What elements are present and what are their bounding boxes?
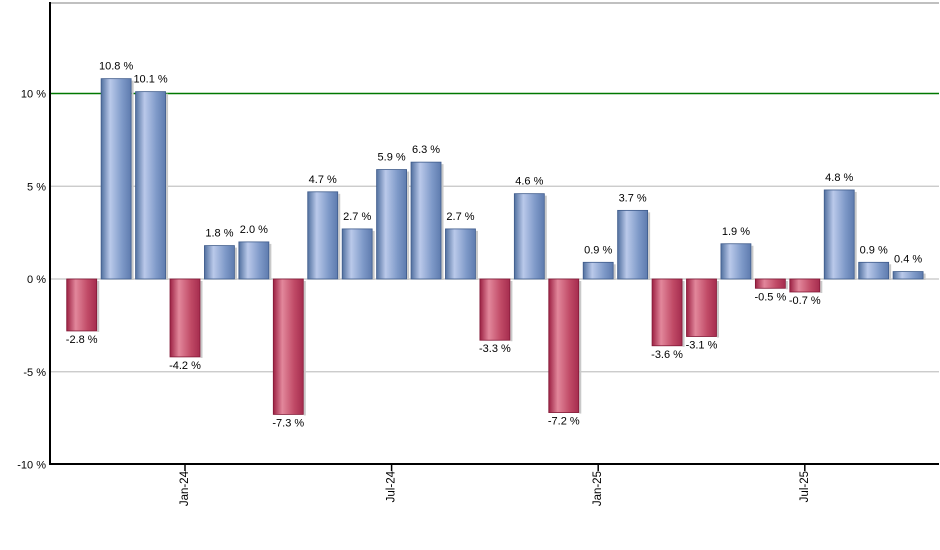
bar-shadow (510, 281, 513, 342)
bar-shadow (854, 191, 857, 280)
bar-value-label: -4.2 % (169, 360, 201, 372)
bar-shadow (200, 281, 203, 358)
return-bar-7[interactable] (272, 278, 304, 415)
return-bar-17[interactable] (617, 209, 649, 280)
bar-shadow (579, 281, 582, 414)
bar-shadow (407, 171, 410, 280)
y-axis-label-10: 10 % (21, 89, 46, 101)
y-axis-label-5: 5 % (27, 181, 46, 193)
bar-shadow (682, 281, 685, 347)
bar-shadow (475, 230, 478, 280)
bar-value-label: 10.1 % (133, 74, 167, 86)
return-bar-8[interactable] (307, 191, 339, 280)
x-axis-label-Jan-24: Jan-24 (179, 470, 191, 506)
bar-shadow (234, 247, 237, 280)
return-bar-11[interactable] (410, 161, 442, 280)
return-bar-2[interactable] (100, 78, 132, 280)
bar-value-label: 1.9 % (722, 226, 750, 238)
bar-value-label: 3.7 % (619, 192, 647, 204)
bar-value-label: 0.4 % (894, 254, 922, 266)
return-bar-22[interactable] (789, 278, 821, 293)
bars-group (66, 78, 926, 416)
return-bar-6[interactable] (238, 241, 270, 280)
bar-value-label: 4.7 % (309, 174, 337, 186)
y-axis-label--5: -5 % (23, 367, 46, 379)
bar-value-label: 2.7 % (343, 211, 371, 223)
return-bar-3[interactable] (135, 91, 166, 280)
bar-value-label: 2.7 % (446, 211, 474, 223)
bar-shadow (303, 281, 306, 416)
bar-value-label: 0.9 % (860, 244, 888, 256)
x-axis-label-Jan-25: Jan-25 (592, 471, 604, 506)
bar-shadow (648, 212, 651, 280)
return-bar-5[interactable] (204, 245, 235, 280)
return-bar-23[interactable] (823, 189, 855, 280)
bar-value-label: -3.1 % (686, 340, 718, 352)
bar-value-label: -7.3 % (272, 417, 304, 429)
bar-value-label: 2.0 % (240, 224, 268, 236)
return-bar-9[interactable] (341, 228, 373, 280)
bar-shadow (97, 281, 100, 332)
bar-shadow (269, 243, 272, 280)
bar-value-label: -0.7 % (789, 295, 821, 307)
return-bar-15[interactable] (548, 278, 580, 413)
bar-shadow (923, 273, 926, 280)
return-bar-21[interactable] (754, 278, 786, 289)
return-bar-10[interactable] (376, 169, 407, 280)
bar-shadow (751, 245, 754, 280)
bar-shadow (716, 281, 719, 338)
bar-labels-group: -2.8 % 10.8 %10.1 % -4.2 % 1.8 % 2.0 % -7.3 %… (66, 61, 923, 430)
return-bar-24[interactable] (858, 261, 890, 280)
bar-value-label: 1.8 % (205, 228, 233, 240)
bar-shadow (131, 80, 134, 280)
return-bar-16[interactable] (582, 261, 614, 280)
return-bar-18[interactable] (651, 278, 683, 347)
y-axis-label-0: 0 % (27, 274, 46, 286)
bar-value-label: -3.6 % (651, 349, 683, 361)
bar-value-label: 5.9 % (378, 152, 406, 164)
y-axis-label--10: -10 % (17, 460, 46, 472)
bar-value-label: -2.8 % (66, 334, 98, 346)
x-axis-label-Jul-24: Jul-24 (386, 470, 398, 502)
bar-value-label: 6.3 % (412, 144, 440, 156)
bar-shadow (820, 281, 823, 293)
return-bar-13[interactable] (479, 278, 511, 341)
x-axis-label-Jul-25: Jul-25 (799, 471, 811, 502)
return-bar-12[interactable] (445, 228, 476, 280)
bar-value-label: 0.9 % (584, 244, 612, 256)
return-bar-1[interactable] (66, 278, 98, 332)
bar-shadow (889, 264, 892, 280)
return-bar-14[interactable] (513, 193, 545, 280)
bar-value-label: -0.5 % (754, 291, 786, 303)
bar-shadow (441, 164, 444, 280)
bar-shadow (785, 281, 788, 290)
return-bar-20[interactable] (720, 243, 752, 280)
bar-shadow (613, 264, 616, 280)
bar-shadow (544, 195, 547, 280)
return-bar-4[interactable] (169, 278, 201, 358)
bar-value-label: -7.2 % (548, 416, 580, 428)
bar-shadow (338, 193, 341, 280)
return-bar-25[interactable] (892, 271, 924, 280)
bar-value-label: 4.6 % (515, 176, 543, 188)
bar-value-label: 4.8 % (825, 172, 853, 184)
bar-value-label: -3.3 % (479, 343, 511, 355)
bar-shadow (166, 93, 169, 281)
bar-shadow (372, 230, 375, 280)
return-bar-19[interactable] (686, 278, 717, 337)
bar-value-label: 10.8 % (99, 61, 133, 73)
